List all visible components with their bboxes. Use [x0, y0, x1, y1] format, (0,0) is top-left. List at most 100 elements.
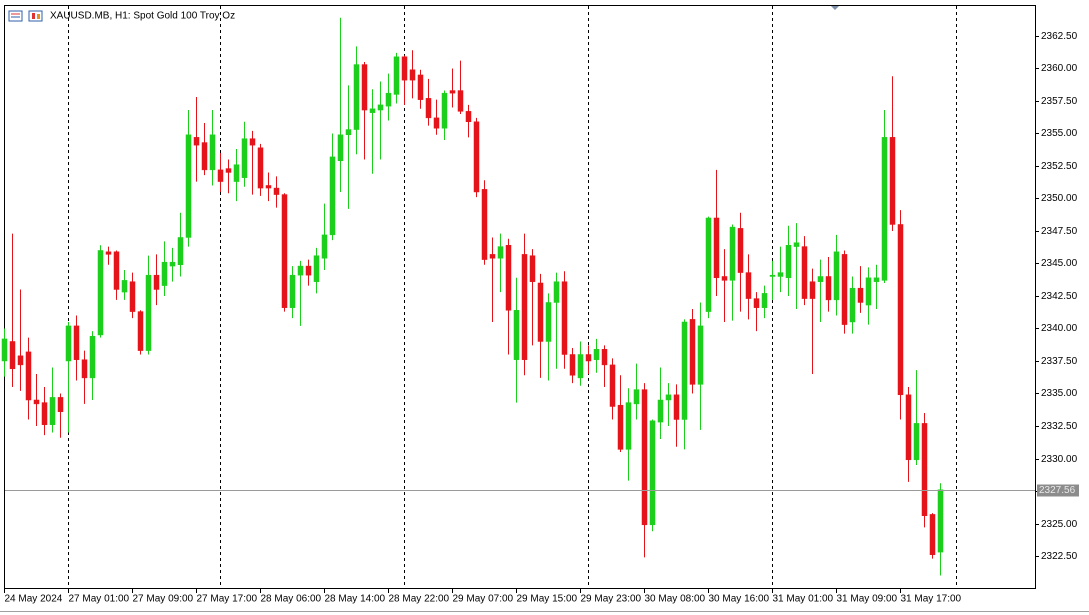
- candle-body: [41, 402, 48, 425]
- y-tick-label: 2335.00: [1041, 388, 1078, 399]
- x-tick-label: 27 May 17:00: [197, 594, 258, 605]
- candle-body: [81, 359, 88, 379]
- candle-body: [497, 246, 504, 259]
- candle-body: [137, 311, 144, 351]
- candle-body: [313, 255, 320, 282]
- candle-body: [937, 489, 944, 553]
- candle-body: [145, 274, 152, 351]
- candle-body: [689, 319, 696, 385]
- icon: [8, 10, 23, 22]
- candle-body: [633, 389, 640, 405]
- candle-body: [585, 354, 592, 362]
- x-tick-label: 24 May 2024: [5, 594, 63, 605]
- candle-body: [385, 92, 392, 107]
- y-tick-label: 2350.00: [1041, 193, 1078, 204]
- candle-body: [177, 237, 184, 266]
- candle-body: [649, 420, 656, 526]
- y-tick-label: 2362.50: [1041, 31, 1078, 42]
- x-tick-label: 29 May 23:00: [581, 594, 642, 605]
- y-tick-label: 2337.50: [1041, 356, 1078, 367]
- candle-body: [449, 90, 456, 94]
- candle-body: [513, 310, 520, 360]
- x-tick-label: 28 May 22:00: [389, 594, 450, 605]
- candle-body: [521, 254, 528, 360]
- x-tick-label: 29 May 07:00: [453, 594, 514, 605]
- candle-body: [249, 138, 256, 146]
- candle-body: [305, 265, 312, 276]
- candle-body: [273, 187, 280, 195]
- candle-body: [529, 255, 536, 282]
- candle-body: [817, 276, 824, 282]
- candle-body: [337, 134, 344, 162]
- candle-body: [113, 251, 120, 290]
- candle-body: [225, 168, 232, 173]
- candle-body: [393, 56, 400, 95]
- candle-body: [465, 111, 472, 123]
- candle-body: [329, 156, 336, 236]
- candle-body: [625, 402, 632, 450]
- candle-body: [889, 137, 896, 225]
- candle-body: [185, 134, 192, 238]
- candle-body: [569, 354, 576, 376]
- candle-body: [833, 251, 840, 301]
- chart-title: XAUUSD.MB, H1: Spot Gold 100 Troy Oz: [50, 11, 235, 22]
- candle-body: [721, 276, 728, 281]
- candle-body: [65, 325, 72, 362]
- candle-body: [233, 164, 240, 182]
- candle-body: [17, 355, 24, 366]
- candle-body: [9, 341, 16, 370]
- candle-body: [33, 399, 40, 405]
- candle-body: [777, 272, 784, 277]
- candle-body: [577, 354, 584, 379]
- candle-body: [25, 351, 32, 401]
- candle-body: [321, 234, 328, 259]
- candle-body: [737, 228, 744, 273]
- candle-body: [609, 364, 616, 407]
- candle-body: [681, 321, 688, 420]
- candle-body: [281, 194, 288, 308]
- candle-body: [105, 251, 112, 255]
- x-tick-label: 31 May 17:00: [901, 594, 962, 605]
- candle-body: [553, 281, 560, 303]
- candle-body: [353, 64, 360, 130]
- candle-body: [545, 302, 552, 342]
- candle-body: [849, 287, 856, 323]
- y-tick-label: 2330.00: [1041, 454, 1078, 465]
- candle-body: [209, 134, 216, 171]
- candle-body: [769, 274, 776, 277]
- candle-body: [73, 325, 80, 360]
- candle-body: [713, 217, 720, 279]
- candle-body: [473, 121, 480, 193]
- y-tick-label: 2342.50: [1041, 291, 1078, 302]
- candle-body: [601, 349, 608, 366]
- candle-body: [417, 74, 424, 100]
- x-tick-label: 31 May 09:00: [837, 594, 898, 605]
- icon: [28, 10, 43, 22]
- candle-body: [921, 423, 928, 516]
- candle-body: [433, 117, 440, 129]
- x-tick-label: 28 May 14:00: [325, 594, 386, 605]
- candle-body: [793, 242, 800, 247]
- candle-body: [1, 338, 8, 362]
- candle-body: [881, 137, 888, 281]
- candle-body: [377, 104, 384, 111]
- candle-body: [505, 245, 512, 311]
- last-price-label: 2327.56: [1039, 485, 1076, 496]
- candle-body: [801, 246, 808, 299]
- candle-body: [489, 254, 496, 259]
- candle-body: [841, 254, 848, 325]
- candle-body: [257, 147, 264, 189]
- candle-body: [409, 69, 416, 81]
- candle-body: [161, 261, 168, 286]
- candle-body: [401, 56, 408, 81]
- candle-body: [785, 245, 792, 279]
- y-tick-label: 2355.00: [1041, 128, 1078, 139]
- candle-body: [345, 129, 352, 136]
- candle-body: [441, 92, 448, 129]
- candle-body: [361, 64, 368, 111]
- candle-body: [289, 274, 296, 308]
- candle-body: [217, 169, 224, 182]
- candle-body: [49, 397, 56, 425]
